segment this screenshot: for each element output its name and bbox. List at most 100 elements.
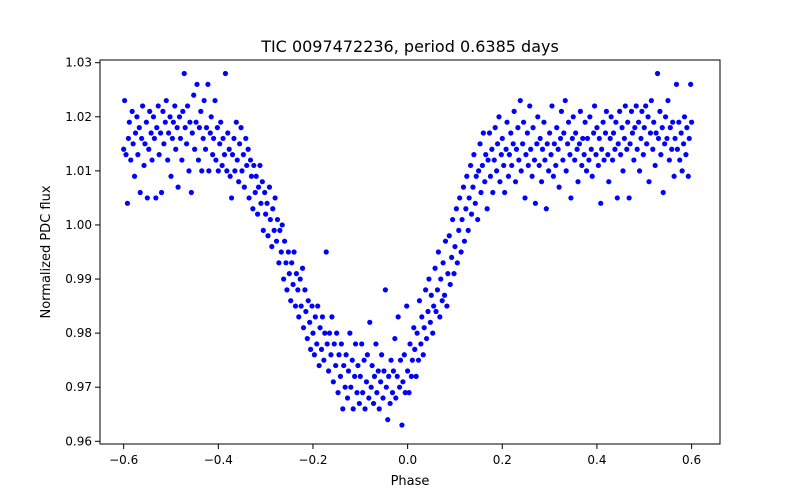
data-point [544, 141, 550, 147]
data-point [438, 276, 444, 282]
data-point [542, 157, 548, 163]
data-point [263, 211, 269, 217]
data-point [272, 195, 278, 201]
data-point [607, 135, 613, 142]
data-point [270, 206, 276, 212]
data-point [539, 146, 546, 152]
data-point [420, 352, 426, 358]
data-point [513, 146, 520, 152]
data-point [361, 357, 367, 363]
data-point [467, 162, 474, 169]
data-point [490, 189, 496, 196]
data-point [231, 135, 237, 142]
data-point [669, 146, 675, 152]
data-point [153, 195, 159, 201]
data-point [366, 395, 372, 401]
data-point [163, 97, 169, 104]
data-point [484, 206, 490, 212]
data-point [356, 400, 362, 407]
data-point [473, 173, 479, 179]
data-point [598, 200, 604, 206]
data-point [487, 173, 494, 179]
data-point [529, 173, 535, 179]
data-point [393, 395, 399, 401]
data-point [134, 114, 140, 120]
data-point [348, 384, 354, 390]
data-point [188, 189, 194, 196]
data-point [172, 103, 178, 109]
data-point [380, 395, 386, 401]
data-point [161, 141, 167, 147]
data-point [207, 130, 213, 136]
data-point [458, 249, 464, 255]
data-point [476, 168, 482, 174]
data-point [610, 130, 617, 136]
data-point [678, 130, 684, 136]
data-point [413, 373, 419, 379]
data-point [640, 152, 646, 158]
data-point [269, 243, 275, 250]
data-point [551, 141, 557, 147]
data-point [405, 368, 411, 374]
x-tick-label: −0.2 [298, 453, 327, 467]
data-point [651, 119, 657, 125]
data-point [550, 173, 557, 179]
data-point [234, 157, 240, 163]
data-point [588, 146, 594, 152]
data-point [168, 173, 174, 179]
data-point [395, 314, 401, 320]
data-point [276, 260, 282, 266]
data-point [158, 189, 165, 196]
data-point [672, 135, 678, 142]
data-point [387, 400, 393, 407]
data-point [666, 157, 672, 163]
data-point [426, 276, 432, 282]
data-point [298, 303, 304, 309]
data-point [671, 173, 677, 179]
data-point [482, 179, 488, 185]
data-point [527, 103, 533, 109]
data-point [375, 368, 381, 374]
x-tick-label: 0.6 [682, 453, 701, 467]
data-point [524, 130, 530, 136]
data-point [523, 152, 529, 158]
y-tick-label: 0.97 [65, 380, 92, 394]
data-point [199, 168, 205, 174]
data-point [653, 130, 659, 136]
data-point [643, 103, 649, 109]
data-point [300, 325, 307, 331]
data-point [652, 162, 658, 169]
data-point [619, 125, 625, 131]
data-point [494, 168, 500, 174]
data-point [274, 216, 281, 223]
data-point [217, 141, 223, 147]
data-point [359, 341, 365, 347]
data-point [208, 114, 214, 120]
data-point [340, 406, 346, 412]
data-point [439, 298, 445, 304]
data-point [144, 195, 150, 201]
data-point [333, 362, 339, 369]
data-point [260, 227, 266, 233]
data-point [350, 406, 356, 412]
data-point [563, 168, 569, 174]
data-point [169, 135, 176, 142]
data-point [618, 152, 624, 158]
data-point [227, 173, 233, 179]
data-point [297, 276, 303, 282]
data-point [143, 119, 149, 125]
data-point [548, 152, 554, 158]
data-point [614, 195, 620, 201]
data-point [329, 314, 335, 320]
data-point [530, 125, 536, 131]
data-point [170, 119, 176, 125]
data-point [252, 189, 258, 196]
data-point [198, 108, 204, 114]
data-point [648, 97, 654, 104]
data-point [562, 97, 568, 104]
data-point [314, 341, 320, 347]
data-point [177, 135, 184, 142]
y-axis-label: Normalized PDC flux [39, 185, 54, 318]
data-point [399, 422, 405, 428]
data-point [347, 330, 353, 336]
